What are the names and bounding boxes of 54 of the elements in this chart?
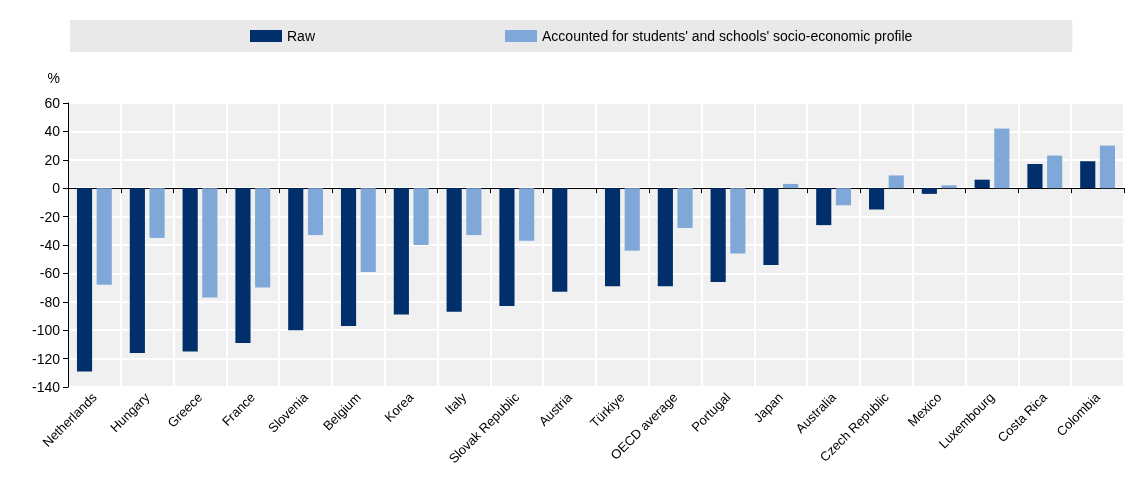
bar <box>76 188 93 372</box>
bar <box>604 188 621 287</box>
legend-label: Accounted for students' and schools' socio-economic profile <box>542 28 913 44</box>
bar <box>519 188 535 241</box>
bar <box>446 188 462 312</box>
bar <box>868 188 885 210</box>
bar <box>835 188 852 206</box>
y-axis-title: % <box>47 70 60 86</box>
bar <box>149 188 165 238</box>
bar <box>340 188 357 326</box>
y-tick-label: 40 <box>44 123 61 140</box>
bar <box>393 188 409 315</box>
y-tick-label: -140 <box>31 379 61 395</box>
bar <box>552 188 568 292</box>
bar <box>466 188 482 236</box>
bar <box>730 188 746 254</box>
bar <box>1080 161 1096 189</box>
y-tick-label: -120 <box>31 350 61 367</box>
bar <box>499 188 515 307</box>
x-tick-label: Italy <box>441 389 470 418</box>
y-tick-label: -40 <box>39 237 61 253</box>
bar <box>202 188 218 298</box>
bar <box>235 188 251 343</box>
bar <box>288 188 304 331</box>
bar <box>1099 145 1116 189</box>
bar <box>307 188 324 236</box>
y-tick-label: 60 <box>44 95 61 111</box>
bar <box>96 188 112 285</box>
bar <box>1047 155 1063 189</box>
y-tick-label: -100 <box>31 322 61 339</box>
bar <box>974 179 990 189</box>
bar <box>816 188 832 226</box>
y-tick-label: 20 <box>44 151 61 168</box>
bar <box>921 188 937 194</box>
bar <box>783 183 799 189</box>
bar <box>182 188 198 352</box>
bar <box>994 128 1010 189</box>
bar <box>360 188 376 272</box>
y-tick-label: -80 <box>39 293 61 310</box>
bar <box>941 185 957 189</box>
bar <box>413 188 429 245</box>
bar <box>129 188 145 353</box>
bar <box>710 188 726 282</box>
y-tick-label: -20 <box>39 208 61 225</box>
y-tick-label: 0 <box>52 180 61 197</box>
bar <box>888 175 904 189</box>
bar <box>657 188 673 287</box>
bar <box>1027 164 1043 189</box>
bar <box>624 188 640 251</box>
bar <box>677 188 693 228</box>
legend-label: Raw <box>287 28 316 44</box>
bar <box>763 188 779 265</box>
y-tick-label: -60 <box>39 265 61 282</box>
bar <box>255 188 271 288</box>
